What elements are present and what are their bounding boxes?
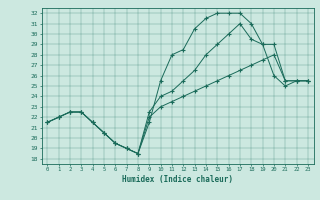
X-axis label: Humidex (Indice chaleur): Humidex (Indice chaleur) — [122, 175, 233, 184]
